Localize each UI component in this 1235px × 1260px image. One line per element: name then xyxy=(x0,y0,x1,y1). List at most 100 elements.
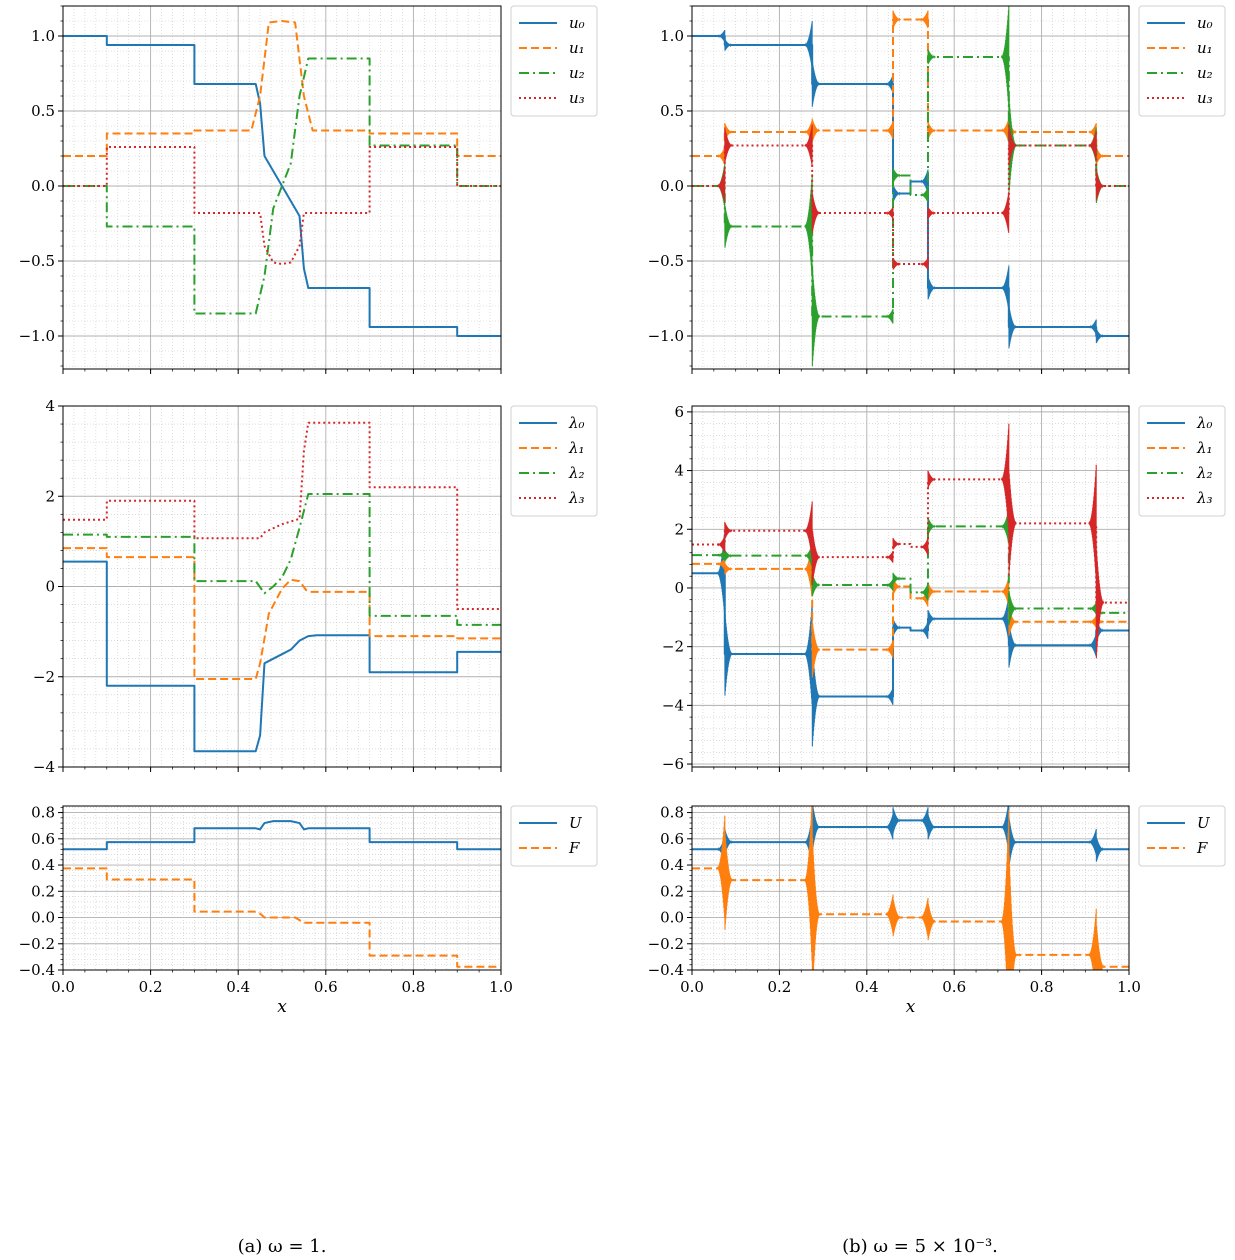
x-tick-label: 0.8 xyxy=(401,978,425,996)
x-tick-label: 0.2 xyxy=(139,978,163,996)
legend-entry: U xyxy=(569,814,583,832)
legend-entry: u₀ xyxy=(569,14,585,32)
series-line-1 xyxy=(692,867,1129,968)
series-group xyxy=(692,423,1129,747)
y-tick-label: 0.5 xyxy=(660,102,684,120)
x-tick-label: 0.8 xyxy=(1030,978,1054,996)
legend-entry: λ₁ xyxy=(568,439,585,457)
x-tick-label: 0.0 xyxy=(680,978,704,996)
oscillation-3 xyxy=(717,124,1104,270)
y-tick-label: −0.2 xyxy=(648,935,684,953)
series-line-3 xyxy=(63,421,501,611)
panel-a-lambda: −4 −2 0 2 4 λ₀ λ₁ λ₂ λ₃ xyxy=(33,397,598,776)
panel-a-u: −1.0 −0.5 0.0 0.5 1.0 u₀ u₁ u₂ u₃ xyxy=(19,5,598,374)
oscillation-1 xyxy=(716,806,1105,970)
legend-entry: F xyxy=(1196,839,1208,857)
legend-entry: u₁ xyxy=(1197,39,1213,57)
legend-entry: λ₁ xyxy=(1196,439,1213,457)
oscillation-2 xyxy=(717,508,1104,626)
y-tick-label: 0.4 xyxy=(31,856,55,874)
y-tick-label: 0.0 xyxy=(660,909,684,927)
y-tick-label: 0 xyxy=(45,578,55,596)
series-line-2 xyxy=(63,492,501,626)
legend-entry: u₁ xyxy=(569,39,585,57)
minor-grid xyxy=(691,806,1130,971)
legend-entry: u₃ xyxy=(1197,89,1213,107)
y-tick-label: 4 xyxy=(45,397,55,415)
series-line-1 xyxy=(63,20,501,157)
y-tick-label: −0.5 xyxy=(19,252,55,270)
legend-entry: λ₀ xyxy=(1196,414,1213,432)
series-line-1 xyxy=(63,547,501,681)
y-tick-label: 0.2 xyxy=(660,882,684,900)
x-tick-label: 0.6 xyxy=(314,978,338,996)
series-line-0 xyxy=(63,820,501,851)
series-line-0 xyxy=(692,819,1129,851)
x-tick-label: 0.4 xyxy=(855,978,879,996)
legend-entry: λ₃ xyxy=(1196,489,1213,507)
y-tick-label: 1.0 xyxy=(660,27,684,45)
y-tick-label: 0.0 xyxy=(31,909,55,927)
oscillation-0 xyxy=(717,20,1104,349)
panel-b-UF: 0.0 0.2 0.4 0.6 0.8 1.0 x −0.4 −0.2 0.0 0.2 0.4 0.6 0… xyxy=(648,804,1226,1017)
y-tick-label: −1.0 xyxy=(648,327,684,345)
series-line-0 xyxy=(63,560,501,753)
series-line-2 xyxy=(63,57,501,315)
x-axis-label: x xyxy=(906,997,916,1017)
y-tick-label: 1.0 xyxy=(31,27,55,45)
legend: UF xyxy=(510,805,598,867)
major-grid xyxy=(691,806,1130,971)
series-line-2 xyxy=(692,525,1129,614)
x-axis-label: x xyxy=(277,997,287,1017)
y-tick-label: 0.0 xyxy=(31,177,55,195)
x-tick-label: 0.4 xyxy=(226,978,250,996)
legend: u₀ u₁ u₂ u₃ xyxy=(1138,5,1226,117)
series-group xyxy=(692,806,1129,970)
series-group xyxy=(63,20,501,337)
y-tick-label: 0.2 xyxy=(31,882,55,900)
y-tick-label: 0.4 xyxy=(660,856,684,874)
y-tick-label: 2 xyxy=(45,487,55,505)
y-tick-label: 0.8 xyxy=(660,804,684,822)
y-tick-label: 4 xyxy=(674,462,684,480)
series-line-3 xyxy=(692,478,1129,604)
plot-grid: −1.0 −0.5 0.0 0.5 1.0 u₀ u₁ u₂ u₃ −4 −2 0 2 4 λ₀ λ₁ λ₂ λ₃… xyxy=(19,5,1226,1017)
caption-b: (b) ω = 5 × 10⁻³. xyxy=(842,1236,998,1257)
legend-entry: u₃ xyxy=(569,89,585,107)
caption-a: (a) ω = 1. xyxy=(238,1236,327,1257)
legend: λ₀ λ₁ λ₂ λ₃ xyxy=(510,405,598,517)
y-tick-label: 0.6 xyxy=(31,830,55,848)
y-tick-label: 2 xyxy=(674,520,684,538)
y-tick-label: −0.4 xyxy=(648,961,684,979)
series-line-0 xyxy=(692,572,1129,698)
legend-entry: u₂ xyxy=(569,64,585,82)
series-line-1 xyxy=(692,562,1129,651)
y-tick-label: −6 xyxy=(662,755,684,773)
x-tick-label: 1.0 xyxy=(1117,978,1141,996)
x-tick-label: 0.2 xyxy=(767,978,791,996)
legend-entry: u₀ xyxy=(1197,14,1213,32)
legend: λ₀ λ₁ λ₂ λ₃ xyxy=(1138,405,1226,517)
minor-grid xyxy=(62,806,502,971)
panel-a-UF: 0.0 0.2 0.4 0.6 0.8 1.0 x −0.4 −0.2 0.0 0.2 0.4 0.6 0… xyxy=(19,804,598,1017)
y-tick-label: 0.6 xyxy=(660,830,684,848)
legend-entry: λ₂ xyxy=(1196,464,1213,482)
legend-entry: λ₀ xyxy=(568,414,585,432)
y-tick-label: −0.5 xyxy=(648,252,684,270)
legend: UF xyxy=(1138,805,1226,867)
legend-entry: u₂ xyxy=(1197,64,1213,82)
y-tick-label: −0.2 xyxy=(19,935,55,953)
series-line-1 xyxy=(692,18,1129,157)
y-tick-label: −2 xyxy=(33,668,55,686)
oscillation-0 xyxy=(716,529,1104,747)
y-tick-label: −2 xyxy=(662,638,684,656)
legend-entry: U xyxy=(1197,814,1211,832)
series-group xyxy=(63,421,501,753)
legend-entry: F xyxy=(568,839,580,857)
series-group xyxy=(692,6,1129,367)
legend: u₀ u₁ u₂ u₃ xyxy=(510,5,598,117)
x-tick-label: 1.0 xyxy=(489,978,513,996)
panel-b-lambda: −6 −4 −2 0 2 4 6 λ₀ λ₁ λ₂ λ₃ xyxy=(662,403,1226,773)
y-tick-label: −0.4 xyxy=(19,961,55,979)
